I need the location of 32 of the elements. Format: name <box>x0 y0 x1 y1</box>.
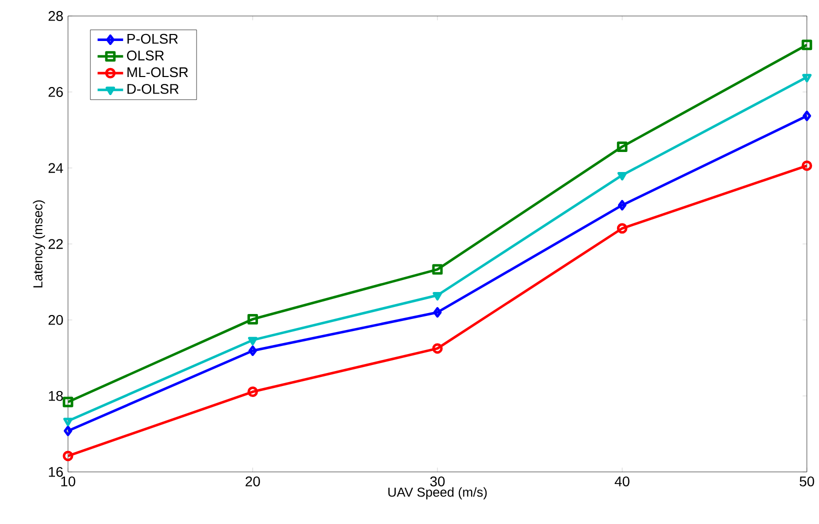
x-tick-label: 30 <box>430 476 445 486</box>
legend-label: ML-OLSR <box>128 67 188 78</box>
point <box>432 264 443 275</box>
point <box>802 40 812 50</box>
y-tick-label: 28 <box>48 11 63 21</box>
point <box>248 336 258 346</box>
legend-label: P-OLSR <box>128 34 178 44</box>
y-tick-label: 20 <box>48 315 63 325</box>
x-tick-label: 50 <box>800 476 814 486</box>
y-tick-label: 22 <box>48 239 63 249</box>
point <box>432 292 442 301</box>
x-tick-label: 40 <box>614 476 630 486</box>
point <box>62 396 74 408</box>
point <box>616 141 628 152</box>
y-tick-label: 16 <box>48 467 63 477</box>
y-axis-title: Latency (msec) <box>32 200 46 288</box>
point <box>247 386 258 398</box>
y-tick-label: 18 <box>48 391 63 401</box>
x-tick-label: 20 <box>246 476 260 486</box>
point <box>618 200 626 210</box>
point <box>433 307 442 318</box>
y-tick-label: 26 <box>48 87 63 97</box>
point <box>247 314 258 324</box>
point <box>432 343 443 354</box>
legend-label: OLSR <box>127 50 164 61</box>
legend-label: D-OLSR <box>128 84 179 94</box>
x-axis-title: UAV Speed (m/s) <box>388 487 487 500</box>
x-tick-label: 10 <box>61 476 76 486</box>
point <box>616 223 628 234</box>
point <box>248 346 257 356</box>
y-tick-label: 24 <box>48 163 64 173</box>
point <box>617 172 627 180</box>
